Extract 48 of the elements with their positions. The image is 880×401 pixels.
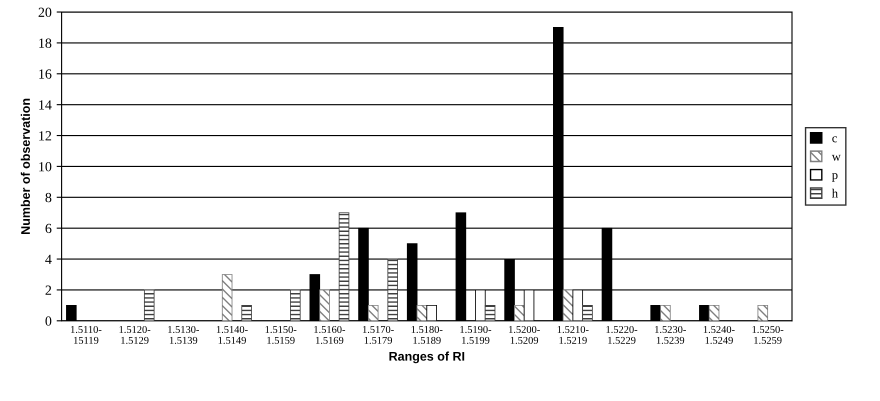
x-tick-label: 1.5120- 1.5129	[120, 326, 150, 344]
x-tick-label: 1.5240- 1.5249	[704, 326, 735, 344]
bar	[241, 304, 252, 321]
y-tick-label: 10	[39, 162, 52, 172]
legend-label: p	[832, 173, 838, 182]
x-tick-label: 1.5230- 1.5239	[655, 326, 686, 344]
x-tick-label: 1.5190- 1.5199	[460, 326, 492, 344]
bar	[319, 290, 330, 321]
bar	[708, 304, 720, 321]
bar	[222, 274, 232, 321]
bar	[290, 290, 301, 321]
y-tick-label: 20	[38, 8, 52, 17]
y-tick-label: 14	[39, 100, 52, 110]
legend-label: w	[832, 154, 841, 161]
x-tick-label: 1.5220- 1.5229	[606, 326, 638, 344]
bar	[562, 290, 574, 321]
bar	[144, 290, 155, 321]
bar	[757, 304, 768, 321]
y-tick-label: 4	[45, 254, 52, 264]
x-tick-label: 1.5200- 1.5209	[509, 326, 540, 344]
y-axis-title: Number of observation	[20, 98, 30, 234]
x-tick-label: 1.5130- 1.5139	[168, 326, 200, 344]
x-tick-label: 1.5210- 1.5219	[558, 326, 589, 344]
bar	[484, 304, 496, 321]
legend-label: h	[832, 188, 838, 198]
bar	[387, 258, 398, 321]
x-tick-label: 1.5180- 1.5189	[412, 326, 442, 344]
y-tick-label: 12	[39, 131, 52, 140]
y-tick-label: 16	[39, 69, 52, 79]
bar	[368, 304, 379, 321]
x-axis-title: Ranges of RI	[389, 352, 464, 364]
x-tick-label: 1.5250- 1.5259	[752, 326, 784, 344]
y-tick-label: 0	[45, 316, 52, 326]
y-tick-label: 2	[46, 286, 52, 295]
bar	[514, 304, 525, 321]
x-tick-label: 1.5170- 1.5179	[362, 326, 394, 344]
bar	[416, 304, 428, 321]
legend-label: c	[832, 136, 837, 142]
bar	[582, 304, 593, 321]
y-tick-label: 6	[46, 224, 52, 234]
bar	[660, 304, 671, 321]
y-tick-label: 18	[39, 38, 52, 48]
x-tick-label: 1.5110- 15119	[71, 326, 102, 344]
x-tick-label: 1.5160- 1.5169	[314, 326, 346, 344]
x-tick-label: 1.5150- 1.5159	[266, 326, 296, 344]
bar	[338, 212, 350, 321]
y-tick-label: 8	[45, 192, 52, 202]
x-tick-label: 1.5140- 1.5149	[216, 326, 248, 344]
